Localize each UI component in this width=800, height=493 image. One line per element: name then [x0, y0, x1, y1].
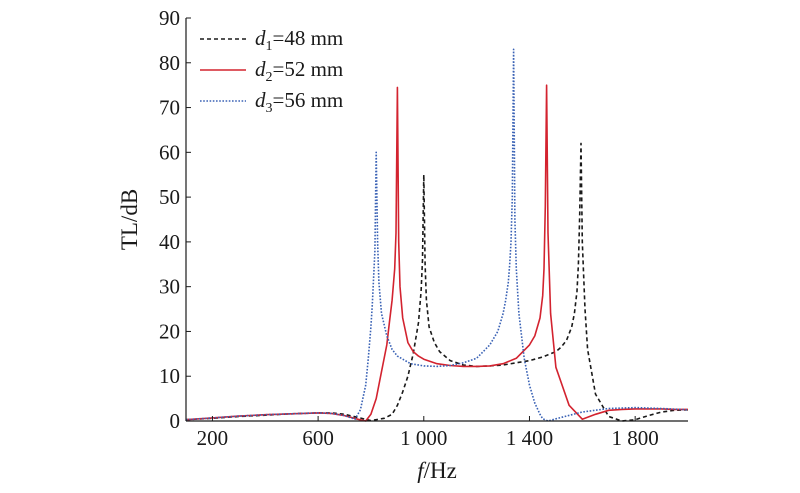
legend-value: =56 mm	[273, 88, 344, 112]
y-tick-label: 60	[159, 140, 180, 164]
y-tick-label: 80	[159, 51, 180, 75]
ticks: 0 10 20 30 40 50 60 70 80 90 200 600 1 000 1 400 1 800	[159, 6, 659, 450]
legend-var: d	[255, 88, 266, 112]
legend-var: d	[255, 57, 266, 81]
legend-label-1: d1=48 mm	[255, 26, 343, 54]
axes	[185, 18, 688, 422]
x-axis-title-unit: /Hz	[424, 458, 457, 483]
series-line-1	[185, 142, 689, 422]
y-tick-label: 30	[159, 275, 180, 299]
y-tick-label: 0	[170, 409, 181, 433]
legend-label-3: d3=56 mm	[255, 88, 343, 116]
legend-subscript: 2	[266, 70, 273, 85]
x-tick-label: 1 000	[400, 426, 447, 450]
x-tick-label: 1 800	[612, 426, 659, 450]
x-axis-title-var: f	[417, 458, 427, 483]
y-tick-label: 40	[159, 230, 180, 254]
legend-subscript: 1	[266, 39, 273, 54]
y-tick-label: 50	[159, 185, 180, 209]
legend-subscript: 3	[266, 101, 273, 116]
legend-value: =48 mm	[273, 26, 344, 50]
y-tick-label: 10	[159, 364, 180, 388]
legend-var: d	[255, 26, 266, 50]
y-tick-label: 90	[159, 6, 180, 30]
x-tick-label: 200	[197, 426, 229, 450]
legend-label-2: d2=52 mm	[255, 57, 343, 85]
x-axis-title: f/Hz	[417, 458, 457, 483]
x-tick-label: 1 400	[506, 426, 553, 450]
x-tick-label: 600	[302, 426, 334, 450]
series-line-2	[185, 84, 688, 422]
y-axis-title: TL/dB	[117, 189, 142, 250]
y-tick-label: 20	[159, 319, 180, 343]
legend-value: =52 mm	[273, 57, 344, 81]
y-tick-label: 70	[159, 96, 180, 120]
series-line-3	[185, 48, 689, 422]
